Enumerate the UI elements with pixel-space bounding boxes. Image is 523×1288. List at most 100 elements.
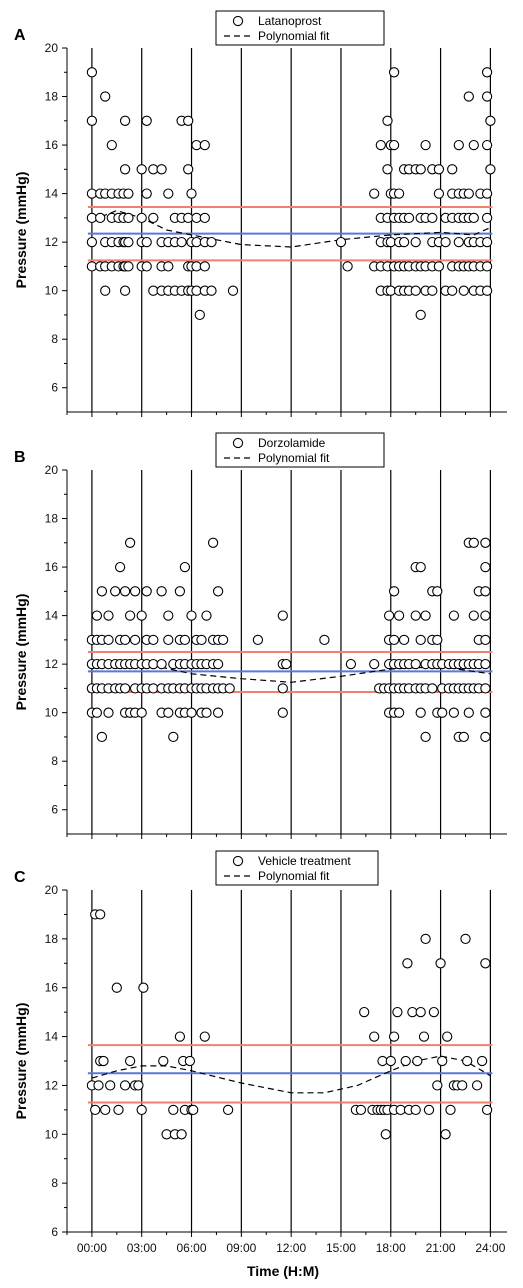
- data-point: [183, 164, 194, 175]
- data-point: [427, 285, 438, 296]
- data-point: [480, 561, 491, 573]
- data-point: [480, 958, 491, 969]
- data-point: [471, 1080, 483, 1091]
- data-point: [206, 236, 217, 248]
- data-point: [168, 731, 179, 743]
- data-point: [463, 91, 474, 102]
- x-tick-label: 18:00: [376, 1241, 406, 1255]
- data-point: [174, 1031, 186, 1042]
- data-point: [442, 1031, 453, 1042]
- data-point: [110, 586, 121, 597]
- data-point: [186, 610, 197, 621]
- data-point: [124, 1055, 136, 1067]
- data-point: [277, 610, 288, 621]
- data-point: [163, 188, 174, 199]
- data-point: [481, 261, 493, 272]
- panel-c: C 6 8 10 12 14 16 18 20 00:00 03:00 06:00 09:00 12:00…: [13, 850, 507, 1279]
- data-point: [481, 188, 493, 199]
- data-point: [212, 658, 224, 670]
- data-point: [217, 634, 229, 646]
- data-point: [136, 610, 147, 621]
- data-point: [410, 610, 421, 621]
- data-point: [375, 139, 386, 151]
- data-point: [385, 1055, 396, 1067]
- data-point: [227, 285, 239, 296]
- data-point: [319, 634, 330, 646]
- data-point: [93, 1080, 104, 1091]
- data-point: [369, 658, 380, 670]
- y-tick-label: 10: [45, 1127, 59, 1141]
- data-point: [141, 261, 152, 272]
- data-point: [179, 561, 191, 573]
- data-point: [468, 610, 479, 621]
- data-point: [433, 188, 445, 199]
- data-point: [400, 1055, 411, 1067]
- y-tick-label: 16: [45, 981, 59, 995]
- data-point: [481, 285, 493, 296]
- y-tick-label: 18: [45, 932, 59, 946]
- data-point: [398, 634, 410, 646]
- data-point: [156, 164, 167, 175]
- y-axis-title: Pressure (mmHg): [13, 172, 29, 289]
- data-point: [388, 634, 400, 646]
- data-point: [415, 707, 426, 718]
- data-point: [194, 309, 205, 321]
- data-point: [480, 610, 491, 621]
- legend-marker-circle: [232, 15, 244, 27]
- panel-letter: B: [14, 449, 26, 466]
- data-point: [420, 933, 431, 945]
- legend-box: [215, 850, 379, 886]
- data-point: [427, 212, 438, 224]
- data-point: [86, 236, 98, 248]
- y-tick-label: 16: [45, 560, 59, 574]
- data-point: [345, 658, 357, 670]
- data-point: [463, 188, 474, 199]
- data-point: [163, 261, 174, 272]
- data-point: [199, 139, 210, 151]
- data-point: [179, 634, 191, 646]
- data-point: [432, 634, 443, 646]
- data-point: [90, 1104, 101, 1116]
- data-point: [277, 707, 288, 718]
- data-point: [428, 1006, 440, 1018]
- data-point: [481, 91, 493, 102]
- data-point: [480, 707, 491, 718]
- data-point: [415, 309, 426, 321]
- data-point: [463, 707, 474, 718]
- y-tick-label: 6: [51, 803, 58, 817]
- y-tick-label: 8: [51, 1176, 58, 1190]
- data-point: [445, 1104, 456, 1116]
- data-point: [420, 139, 431, 151]
- data-point: [183, 115, 194, 126]
- data-point: [410, 1104, 421, 1116]
- data-point: [113, 1104, 124, 1116]
- data-point: [105, 1080, 116, 1091]
- data-point: [480, 731, 491, 743]
- data-point: [103, 634, 114, 646]
- data-point: [141, 115, 152, 126]
- x-tick-label: 00:00: [77, 1241, 107, 1255]
- data-point: [481, 139, 493, 151]
- y-tick-label: 20: [45, 41, 59, 55]
- data-point: [388, 586, 400, 597]
- data-point: [342, 261, 353, 272]
- data-point: [380, 1129, 391, 1140]
- data-point: [86, 115, 98, 126]
- data-point: [433, 164, 445, 175]
- x-tick-label: 12:00: [276, 1241, 306, 1255]
- x-tick-label: 06:00: [177, 1241, 207, 1255]
- legend-entry-fit: Polynomial fit: [258, 869, 330, 883]
- data-point: [453, 139, 464, 151]
- data-point: [382, 164, 393, 175]
- data-point: [129, 586, 141, 597]
- y-tick-label: 14: [45, 187, 59, 201]
- data-point: [119, 1080, 131, 1091]
- y-tick-label: 10: [45, 284, 59, 298]
- data-point: [447, 285, 458, 296]
- data-point: [186, 188, 197, 199]
- data-point: [196, 634, 207, 646]
- data-point: [369, 188, 380, 199]
- y-tick-label: 12: [45, 1078, 59, 1092]
